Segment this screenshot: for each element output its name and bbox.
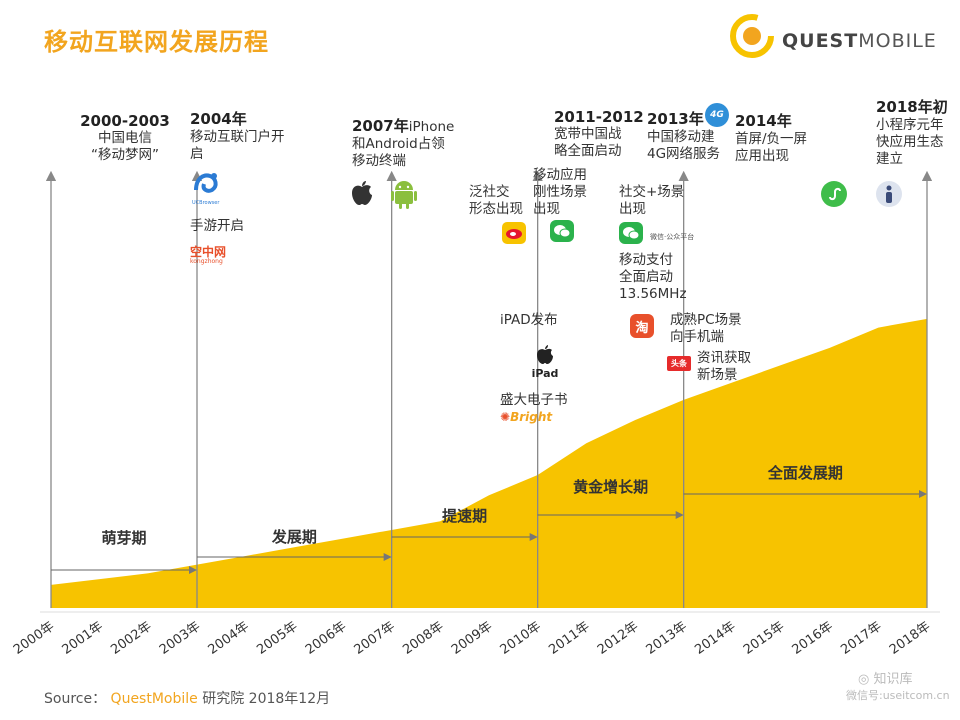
annotation-2000-text: 中国电信 “移动梦网” xyxy=(91,130,159,163)
quick-app-icon xyxy=(876,181,902,207)
annotation-ipad: iPAD发布 xyxy=(500,312,558,328)
annotation-social-scene: 社交+场景 出现 xyxy=(619,184,685,217)
apple-icon xyxy=(352,181,372,205)
x-tick-label: 2014年 xyxy=(692,619,738,658)
area-series xyxy=(51,318,927,608)
annotation-2013-text: 中国移动建 4G网络服务 xyxy=(647,129,721,162)
x-tick-label: 2017年 xyxy=(838,619,884,658)
bright-logo-icon: ✺Bright xyxy=(500,410,553,424)
taobao-icon: 淘 xyxy=(630,314,654,338)
watermark: ◎ 知识库 xyxy=(858,672,913,687)
x-tick-label: 2005年 xyxy=(254,619,300,658)
x-tick-label: 2000年 xyxy=(11,619,57,658)
wechat-icon xyxy=(550,220,574,242)
annotation-game: 手游开启 xyxy=(190,218,244,234)
annotation-2014-text: 首屏/负一屏 应用出现 xyxy=(735,131,808,164)
annotation-2018-text: 小程序元年 快应用生态 建立 xyxy=(876,117,944,167)
watermark-id: 微信号:useitcom.cn xyxy=(846,689,950,702)
x-tick-label: 2009年 xyxy=(449,619,495,658)
weibo-icon xyxy=(502,222,526,244)
4g-icon: 4G xyxy=(705,103,729,127)
annotation-pay: 移动支付 全面启动 13.56MHz xyxy=(619,252,687,302)
annotation-2004-year: 2004年 xyxy=(190,110,247,128)
x-tick-label: 2007年 xyxy=(352,619,398,658)
wechat-public-icon xyxy=(619,222,643,244)
annotation-2014: 2014年 首屏/负一屏 应用出现 xyxy=(735,110,835,165)
toutiao-icon: 头条 xyxy=(667,356,691,371)
x-tick-label: 2002年 xyxy=(108,619,154,658)
phase-label: 黄金增长期 xyxy=(573,478,648,496)
annotation-2000: 2000-2003 中国电信 “移动梦网” xyxy=(70,112,180,164)
annotation-2013: 2013年 中国移动建 4G网络服务 xyxy=(647,108,747,163)
annotation-2018-year: 2018年初 xyxy=(876,98,948,116)
x-tick-label: 2015年 xyxy=(741,619,787,658)
annotation-bright: 盛大电子书 xyxy=(500,392,568,408)
annotation-pc: 成熟PC场景 向手机端 xyxy=(670,312,742,345)
annotation-2007: 2007年iPhone 和Android占领 移动终端 xyxy=(352,115,472,170)
wechat-public-label: 微信·公众平台 xyxy=(650,233,695,241)
source-note: Source： QuestMobile 研究院 2018年12月 xyxy=(44,691,331,707)
annotation-rigid: 移动应用 刚性场景 出现 xyxy=(533,167,587,217)
x-tick-label: 2016年 xyxy=(790,619,836,658)
x-tick-label: 2004年 xyxy=(206,619,252,658)
annotation-2014-year: 2014年 xyxy=(735,112,792,130)
logo-text: QUESTMOBILE xyxy=(782,30,937,52)
x-tick-label: 2006年 xyxy=(303,619,349,658)
questmobile-logo-icon xyxy=(730,14,774,58)
annotation-news: 资讯获取 新场景 xyxy=(697,350,751,383)
annotation-2011-text: 宽带中国战 略全面启动 xyxy=(554,126,622,159)
wechat-watermark-icon: ◎ xyxy=(858,672,870,687)
phase-label: 全面发展期 xyxy=(767,464,843,482)
mini-program-icon xyxy=(821,181,847,207)
annotation-2011-year: 2011-2012 xyxy=(554,108,644,126)
ucbrowser-logo-icon: UCBrowser xyxy=(192,170,226,206)
android-icon xyxy=(391,181,417,209)
annotation-2011: 2011-2012 宽带中国战 略全面启动 xyxy=(554,108,654,160)
annotation-social: 泛社交 形态出现 xyxy=(469,184,523,217)
phase-label: 萌芽期 xyxy=(101,529,146,547)
ipad-logo-icon: iPad xyxy=(530,345,560,380)
x-tick-label: 2003年 xyxy=(157,619,203,658)
annotation-2000-year: 2000-2003 xyxy=(80,112,170,130)
kongzhong-logo-icon: 空中网 kongzhong xyxy=(190,245,227,265)
annotation-2018: 2018年初 小程序元年 快应用生态 建立 xyxy=(876,96,960,168)
x-tick-label: 2001年 xyxy=(60,619,106,658)
phase-label: 发展期 xyxy=(271,528,317,546)
x-tick-label: 2011年 xyxy=(546,619,592,658)
x-tick-label: 2013年 xyxy=(644,619,690,658)
annotation-2004-text: 移动互联门户开 启 xyxy=(190,129,285,162)
x-tick-label: 2010年 xyxy=(498,619,544,658)
x-tick-label: 2008年 xyxy=(400,619,446,658)
page-title: 移动互联网发展历程 xyxy=(44,28,269,56)
x-tick-label: 2018年 xyxy=(887,619,933,658)
x-tick-label: 2012年 xyxy=(595,619,641,658)
annotation-2007-text: 和Android占领 移动终端 xyxy=(352,136,445,169)
annotation-2004: 2004年 移动互联门户开 启 xyxy=(190,108,310,163)
annotation-2013-year: 2013年 xyxy=(647,110,704,128)
phase-label: 提速期 xyxy=(442,507,487,525)
